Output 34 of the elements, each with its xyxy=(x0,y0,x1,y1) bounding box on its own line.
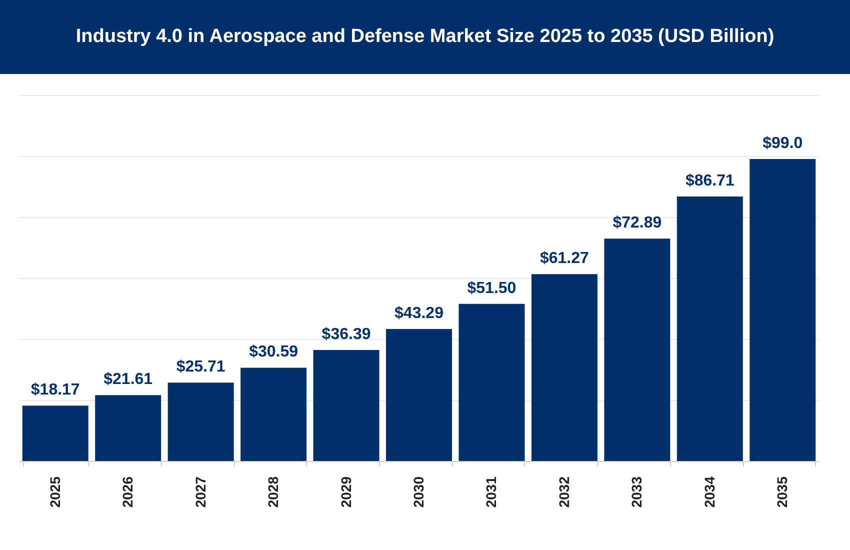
bar xyxy=(458,304,525,461)
data-label: $30.59 xyxy=(249,344,298,361)
bar xyxy=(22,406,88,461)
data-label: $51.50 xyxy=(467,280,516,297)
bar xyxy=(750,159,816,461)
x-tick-label: 2032 xyxy=(556,476,572,508)
bar xyxy=(313,350,380,461)
x-tick-label: 2026 xyxy=(120,476,136,508)
chart-title: Industry 4.0 in Aerospace and Defense Market Size 2025 to 2035 (USD Billion) xyxy=(0,0,850,74)
data-label: $99.0 xyxy=(762,135,803,152)
x-tick-label: 2029 xyxy=(338,476,354,508)
data-label: $72.89 xyxy=(612,214,662,232)
data-label: $43.29 xyxy=(394,304,444,322)
x-tick-label: 2027 xyxy=(192,476,208,508)
data-label: $61.27 xyxy=(540,250,590,268)
x-tick-label: 2034 xyxy=(701,476,718,508)
data-label: $25.71 xyxy=(176,358,226,376)
bar xyxy=(604,238,670,461)
data-label: $36.39 xyxy=(322,326,371,344)
bar xyxy=(386,328,452,461)
x-tick-label: 2025 xyxy=(46,476,63,508)
data-label: $18.17 xyxy=(30,382,80,399)
bar xyxy=(531,274,598,461)
bar xyxy=(240,368,307,461)
bar xyxy=(95,395,162,461)
bar xyxy=(676,196,743,461)
data-label: $21.61 xyxy=(104,371,153,388)
x-tick-label: 2030 xyxy=(410,476,426,508)
bar xyxy=(168,382,234,461)
x-tick-label: 2031 xyxy=(483,476,500,508)
x-tick-label: 2028 xyxy=(265,476,282,508)
data-label: $86.71 xyxy=(685,172,734,190)
x-tick-label: 2033 xyxy=(628,476,645,508)
x-tick-label: 2035 xyxy=(774,476,790,508)
